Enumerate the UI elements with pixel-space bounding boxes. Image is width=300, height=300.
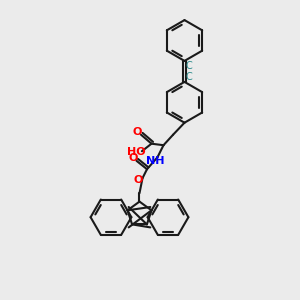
- Text: NH: NH: [146, 156, 165, 166]
- Text: C: C: [185, 61, 192, 71]
- Text: HO: HO: [127, 147, 146, 157]
- Text: C: C: [185, 72, 192, 82]
- Text: O: O: [134, 175, 143, 185]
- Text: O: O: [129, 153, 138, 163]
- Text: O: O: [133, 127, 142, 137]
